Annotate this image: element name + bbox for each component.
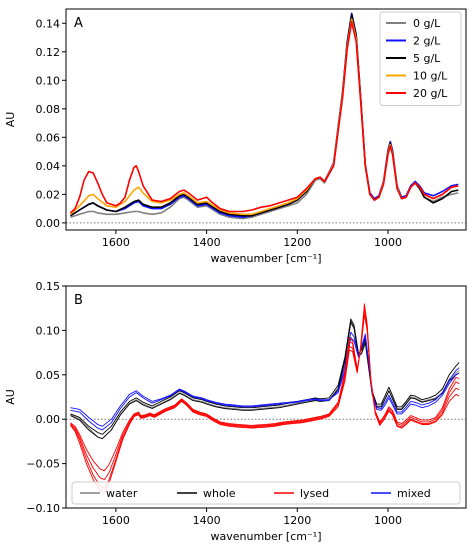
y-tick-label: 0.08: [36, 103, 61, 116]
panel-a: 1600 1400 1200 1000 0.00 0.02 0.04 0.06 0.08 0.10…: [4, 8, 467, 265]
panel-label: A: [74, 16, 83, 31]
panel-b: 1600 1400 1200 1000 −0.10 −0.05 0.00 0.05 0.10 0.…: [4, 280, 467, 543]
plot-frame: [65, 285, 467, 509]
y-tick-label: 0.05: [36, 369, 61, 382]
y-tick-label: 0.12: [36, 46, 61, 59]
y-tick-label: 0.10: [36, 324, 61, 337]
series-line-20-g-l-4: [69, 21, 459, 214]
x-tick-label: 1600: [102, 236, 130, 249]
x-axis-label: wavenumber [cm⁻¹]: [210, 530, 321, 543]
y-axis-label: AU: [4, 112, 17, 128]
x-tick-label: 1400: [193, 514, 221, 527]
x-axis-label: wavenumber [cm⁻¹]: [210, 252, 321, 265]
y-tick-label: −0.05: [26, 458, 60, 471]
x-tick-label: 1600: [102, 514, 130, 527]
series-line-lysed-5: [70, 307, 460, 481]
series-line-whole-2: [70, 321, 460, 440]
x-tick-label: 1200: [283, 236, 311, 249]
series-line-lysed-7: [70, 313, 460, 472]
legend-label: 20 g/L: [413, 87, 448, 100]
legend-label: whole: [203, 487, 236, 500]
legend-label: 10 g/L: [413, 70, 448, 83]
legend-label: lysed: [300, 487, 329, 500]
x-tick-label: 1400: [193, 236, 221, 249]
plot-frame: [65, 8, 467, 231]
y-tick-label: 0.04: [36, 160, 61, 173]
y-tick-label: 0.00: [36, 217, 61, 230]
legend-label: mixed: [397, 487, 431, 500]
y-tick-label: 0.15: [36, 280, 61, 293]
y-tick-label: 0.00: [36, 413, 61, 426]
y-axis-label: AU: [4, 389, 17, 405]
x-tick-label: 1000: [374, 514, 402, 527]
y-tick-label: 0.14: [36, 17, 61, 30]
legend-box: [379, 11, 462, 106]
series-line-whole-1: [70, 318, 460, 435]
legend-label: water: [106, 487, 138, 500]
legend-label: 0 g/L: [413, 17, 441, 30]
legend-label: 5 g/L: [413, 52, 441, 65]
legend-label: 2 g/L: [413, 35, 441, 48]
y-tick-label: −0.10: [26, 502, 60, 515]
y-tick-label: 0.10: [36, 74, 61, 87]
series-line-mixed-3: [70, 331, 460, 431]
legend-box: [71, 481, 461, 505]
y-tick-label: 0.06: [36, 131, 61, 144]
series-line-lysed-8: [70, 305, 460, 494]
x-tick-label: 1000: [374, 236, 402, 249]
series-line-mixed-4: [70, 333, 460, 427]
panel-label: B: [74, 293, 83, 308]
x-tick-label: 1200: [283, 514, 311, 527]
y-tick-label: 0.02: [36, 188, 61, 201]
series-line-lysed-6: [70, 303, 460, 489]
